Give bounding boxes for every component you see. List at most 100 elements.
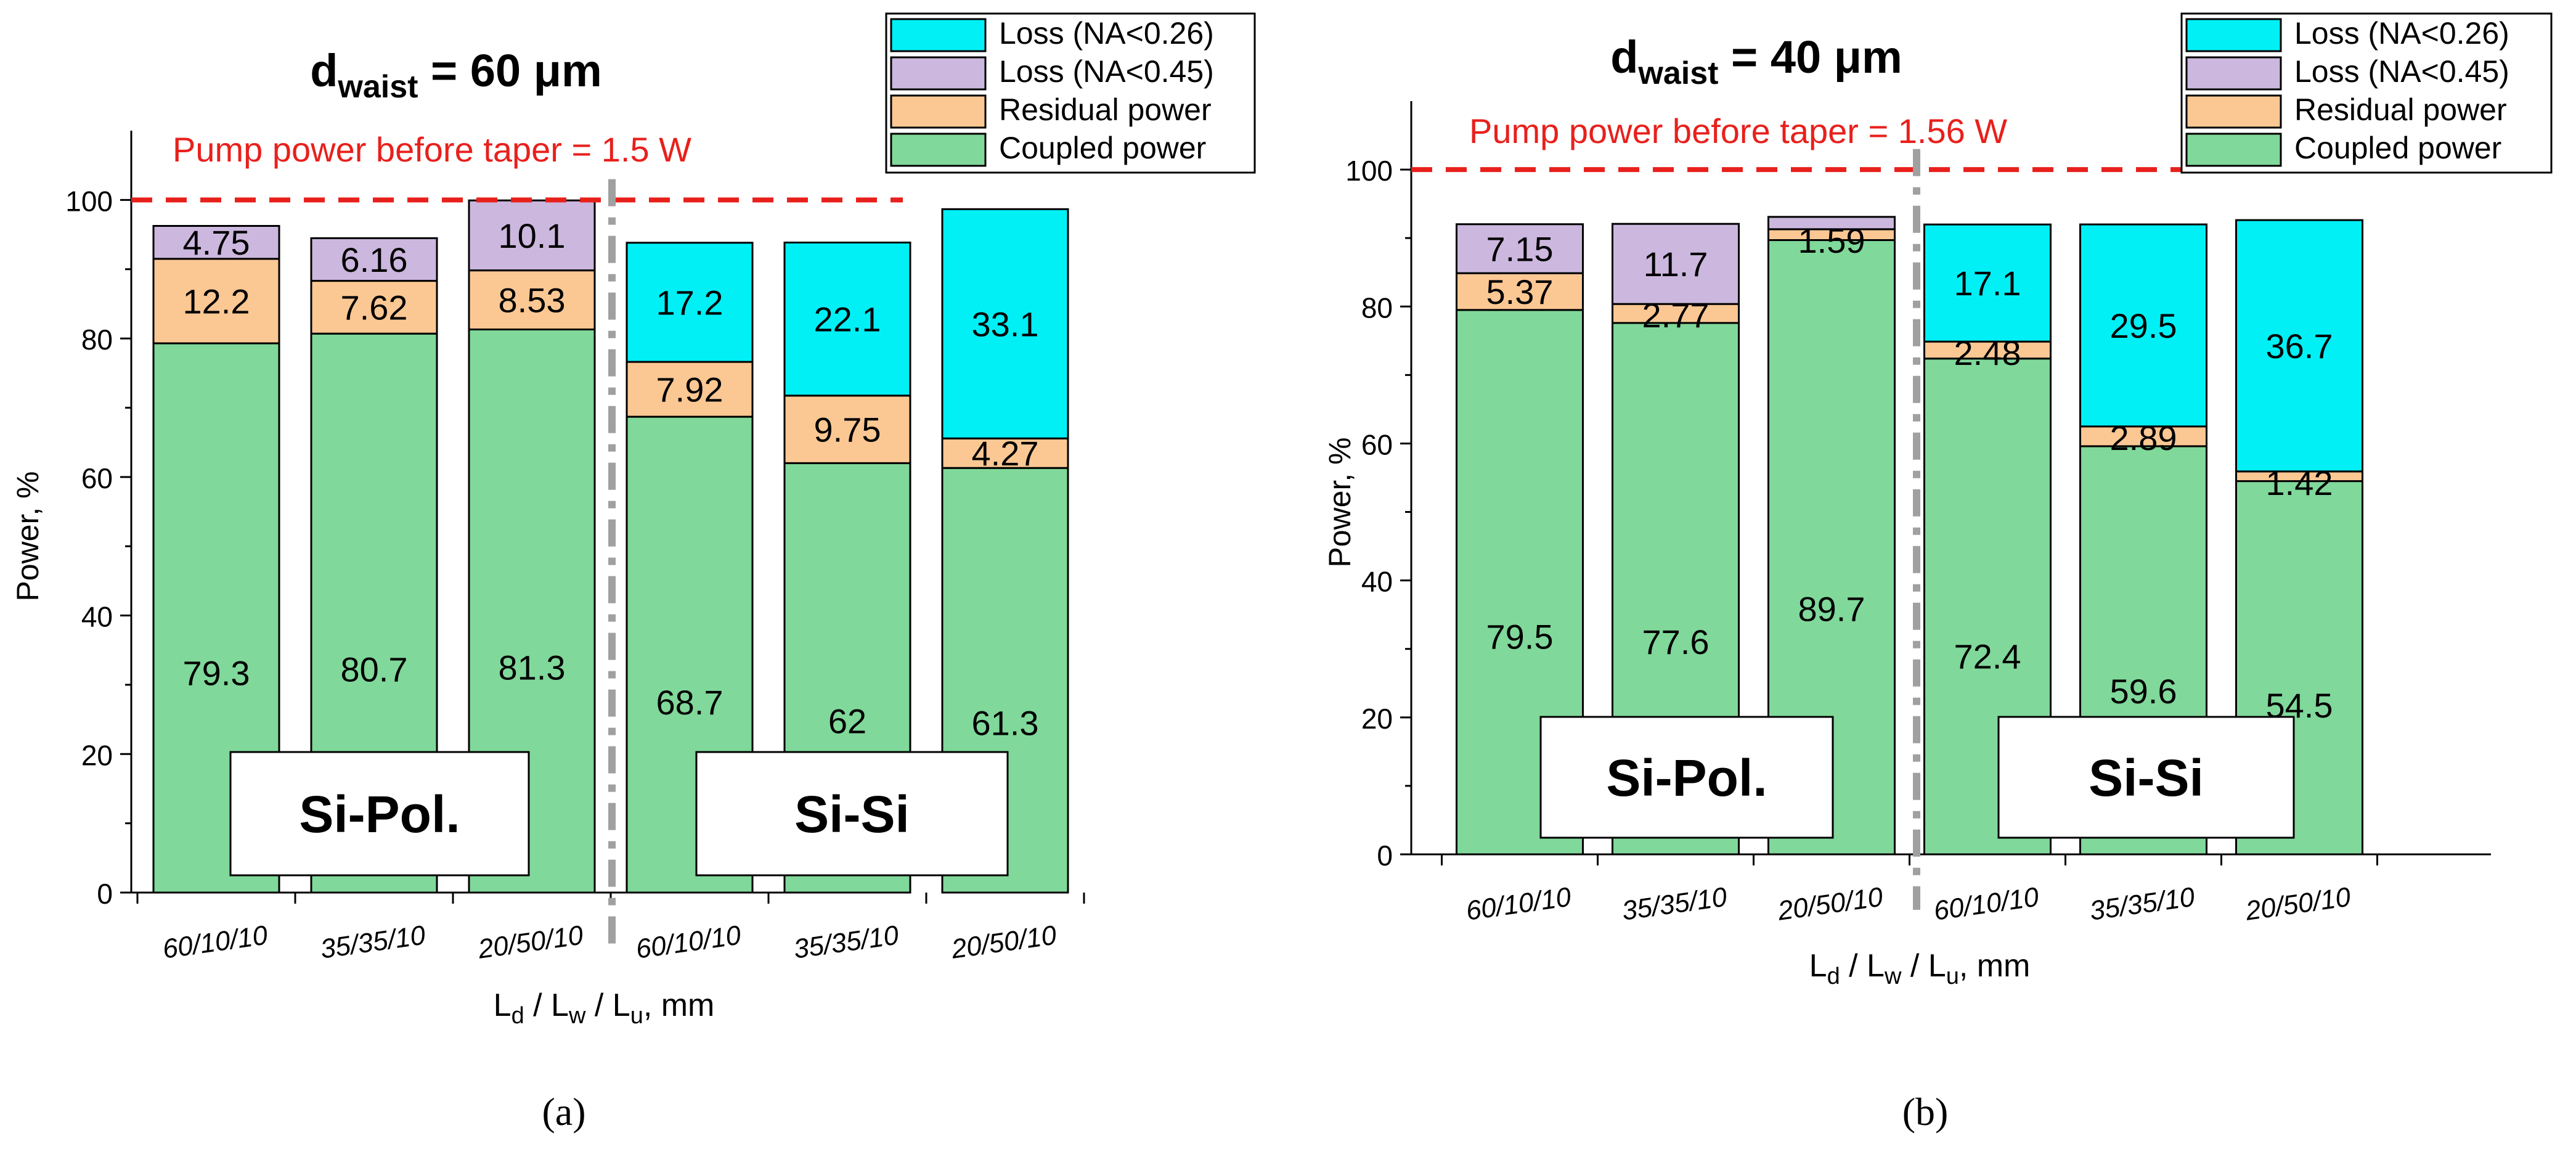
data-label: 10.1 [499,216,566,255]
bar-loss-na-0-26--6 [2235,219,2363,473]
chart-panel-2: 79.55.377.1560/10/1077.62.7711.735/35/10… [1323,12,2553,1134]
legend-swatch [890,133,987,167]
data-label: 80.7 [341,650,408,689]
x-tick-label: 20/50/10 [2243,881,2353,926]
bar-residual-power-1 [152,258,280,345]
y-tick-label: 0 [97,878,113,910]
chart-title: dwaist = 40 μm [1610,31,1902,91]
legend: Loss (NA<0.26)Loss (NA<0.45)Residual pow… [885,12,1256,174]
chart-panel-1: 79.3 12.2 4.75 60/10/10 80.7 7.62 6.16 35/35/10… [10,12,1256,1134]
legend-label: Coupled power [999,131,1206,165]
y-tick-label: 20 [81,739,113,771]
bar-loss-na-0-45--3 [468,199,596,272]
data-label: 33.1 [972,305,1039,343]
data-label: 17.2 [656,283,723,322]
chart-title: dwaist = 60 μm [310,45,602,105]
data-label: 77.6 [1642,623,1710,661]
legend-label: Loss (NA<0.45) [2294,54,2509,89]
group-label: Si-Si [794,785,910,843]
data-label: 11.7 [1644,245,1708,284]
legend-swatch [2185,94,2282,129]
data-label: 7.62 [341,288,408,327]
y-tick-label: 80 [1361,292,1393,324]
bar-residual-power-3 [468,269,596,330]
panel-label: (b) [1902,1090,1949,1134]
legend-swatch [890,18,987,52]
data-label: 79.3 [183,654,250,693]
x-tick-label: 35/35/10 [792,920,901,964]
x-tick-label: 35/35/10 [2088,881,2197,926]
legend-label: Residual power [2294,92,2507,127]
y-tick-label: 60 [81,462,113,494]
data-label: 68.7 [656,683,723,722]
data-label: 89.7 [1798,589,1865,628]
bar-loss-na-0-26--4 [626,242,754,363]
data-label: 79.5 [1486,618,1554,656]
group-label: Si-Si [2089,749,2204,807]
data-label: 7.92 [656,370,723,409]
data-label: 29.5 [2110,306,2177,345]
x-axis-label: Ld / Lw / Lu, mm [1809,948,2031,989]
data-label: 5.37 [1486,272,1554,311]
legend-label: Loss (NA<0.26) [2294,16,2509,51]
group-label: Si-Pol. [1606,749,1767,807]
x-tick-label: 20/50/10 [1775,881,1885,926]
x-tick-label: 60/10/10 [1464,881,1573,926]
bar-loss-na-0-45--2 [310,237,438,282]
y-tick-label: 20 [1361,703,1393,735]
legend-swatch [2185,18,2282,52]
legend-label: Residual power [999,92,1212,127]
group-label: Si-Pol. [299,785,460,843]
data-label: 12.2 [183,282,250,321]
bar-loss-na-0-45--1 [152,225,280,260]
bar-loss-na-0-26--5 [2079,223,2207,428]
data-label: 81.3 [499,648,566,687]
y-tick-label: 40 [1361,566,1393,598]
pump-power-label: Pump power before taper = 1.56 W [1469,112,2007,150]
x-tick-label: 35/35/10 [319,920,428,964]
data-label: 4.27 [972,434,1039,473]
legend-label: Loss (NA<0.26) [999,16,1214,51]
data-label: 36.7 [2266,327,2333,366]
bar-loss-na-0-45--3 [1767,216,1896,231]
data-label: 62 [828,701,866,740]
data-label: 4.75 [183,223,250,262]
data-label: 17.1 [1954,264,2021,303]
legend-swatch [890,56,987,91]
bar-residual-power-4 [626,361,754,418]
x-tick-label: 20/50/10 [476,920,585,965]
panel-label: (a) [542,1090,585,1134]
x-axis-label: Ld / Lw / Lu, mm [494,987,715,1029]
y-tick-label: 0 [1377,840,1393,872]
x-tick-label: 35/35/10 [1620,881,1729,926]
data-label: 6.16 [341,240,408,279]
x-tick-label: 60/10/10 [634,920,743,964]
group-box-2 [695,751,1009,877]
bar-loss-na-0-45--2 [1612,223,1740,305]
bar-residual-power-2 [310,280,438,335]
legend: Loss (NA<0.26)Loss (NA<0.45)Residual pow… [2180,12,2553,174]
legend-label: Coupled power [2294,131,2501,165]
bar-residual-power-6 [941,437,1069,469]
group-box-2 [1997,716,2295,839]
bar-loss-na-0-26--6 [941,208,1069,439]
bar-loss-na-0-26--4 [1923,223,2052,343]
bar-residual-power-2 [1612,303,1740,324]
bar-residual-power-5 [2079,425,2207,448]
y-tick-label: 40 [81,601,113,633]
data-label: 22.1 [814,300,881,339]
data-label: 8.53 [499,281,566,320]
y-axis-label: Power, % [10,471,45,601]
y-tick-label: 100 [1345,155,1393,187]
legend-swatch [2185,133,2282,167]
bar-residual-power-1 [1456,272,1584,311]
group-box-1 [1539,716,1834,839]
x-tick-label: 60/10/10 [161,920,270,964]
data-label: 72.4 [1954,637,2021,676]
bar-loss-na-0-45--1 [1456,223,1584,274]
pump-power-label: Pump power before taper = 1.5 W [173,130,691,169]
group-box-1 [229,751,530,877]
data-label: 59.6 [2110,672,2177,711]
